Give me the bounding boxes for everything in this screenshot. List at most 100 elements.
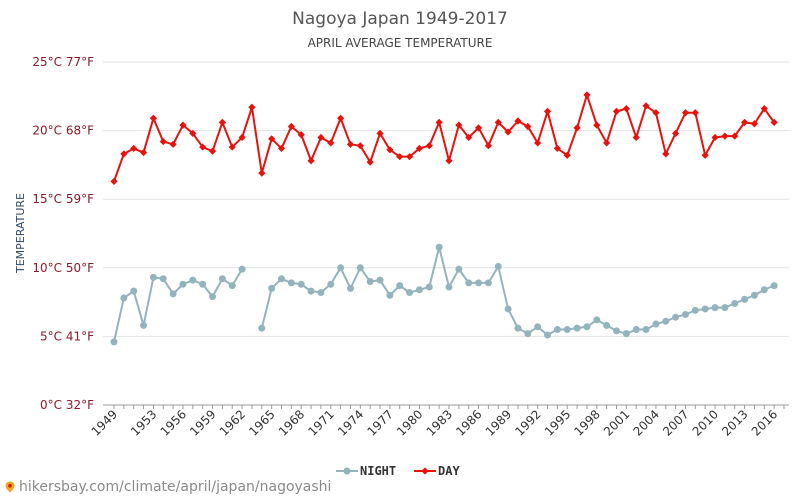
day-point[interactable] bbox=[268, 135, 276, 143]
day-point[interactable] bbox=[583, 91, 591, 99]
night-point[interactable] bbox=[406, 288, 414, 296]
night-point[interactable] bbox=[741, 295, 749, 303]
night-point[interactable] bbox=[553, 326, 561, 334]
day-point[interactable] bbox=[228, 143, 236, 151]
day-point[interactable] bbox=[543, 107, 552, 115]
night-point[interactable] bbox=[534, 323, 542, 331]
night-point[interactable] bbox=[524, 330, 532, 338]
day-point[interactable] bbox=[130, 144, 138, 153]
day-point[interactable] bbox=[396, 153, 404, 161]
night-point[interactable] bbox=[573, 324, 581, 332]
day-point[interactable] bbox=[297, 131, 305, 139]
night-point[interactable] bbox=[613, 327, 620, 335]
day-point[interactable] bbox=[238, 133, 246, 142]
day-point[interactable] bbox=[622, 105, 630, 113]
night-point[interactable] bbox=[376, 276, 384, 284]
night-point[interactable] bbox=[307, 287, 315, 295]
day-point[interactable] bbox=[435, 118, 443, 126]
night-point[interactable] bbox=[297, 280, 305, 288]
night-point[interactable] bbox=[317, 288, 325, 296]
day-point[interactable] bbox=[287, 122, 295, 131]
day-point[interactable] bbox=[149, 114, 158, 122]
night-point[interactable] bbox=[209, 293, 217, 301]
night-point[interactable] bbox=[691, 306, 699, 314]
night-point[interactable] bbox=[544, 331, 552, 339]
day-point[interactable] bbox=[356, 142, 364, 150]
night-point[interactable] bbox=[287, 279, 295, 287]
day-point[interactable] bbox=[721, 132, 729, 140]
day-point[interactable] bbox=[524, 122, 532, 131]
day-point[interactable] bbox=[120, 150, 128, 158]
day-point[interactable] bbox=[642, 102, 650, 110]
night-point[interactable] bbox=[504, 305, 512, 313]
night-point[interactable] bbox=[445, 283, 453, 291]
night-point[interactable] bbox=[652, 320, 660, 328]
night-point[interactable] bbox=[514, 324, 522, 332]
day-point[interactable] bbox=[711, 133, 719, 142]
night-point[interactable] bbox=[662, 317, 670, 325]
day-point[interactable] bbox=[612, 107, 621, 115]
day-point[interactable] bbox=[208, 147, 217, 155]
source-credit[interactable]: hikersbay.com/climate/april/japan/nagoya… bbox=[4, 479, 331, 495]
day-point[interactable] bbox=[691, 109, 699, 117]
day-point[interactable] bbox=[632, 133, 640, 142]
night-point[interactable] bbox=[681, 310, 689, 318]
day-point[interactable] bbox=[258, 169, 266, 177]
night-point[interactable] bbox=[337, 264, 345, 272]
night-point[interactable] bbox=[110, 338, 118, 346]
day-point[interactable] bbox=[573, 124, 581, 132]
night-point[interactable] bbox=[632, 326, 640, 334]
day-point[interactable] bbox=[199, 143, 207, 151]
day-point[interactable] bbox=[445, 157, 453, 165]
night-point[interactable] bbox=[278, 275, 285, 283]
night-point[interactable] bbox=[169, 290, 177, 298]
day-point[interactable] bbox=[750, 120, 759, 128]
night-point[interactable] bbox=[179, 280, 187, 288]
night-point[interactable] bbox=[159, 275, 167, 283]
day-point[interactable] bbox=[465, 133, 473, 142]
day-point[interactable] bbox=[484, 142, 493, 150]
night-point[interactable] bbox=[268, 284, 276, 292]
night-point[interactable] bbox=[140, 321, 148, 329]
day-point[interactable] bbox=[494, 118, 502, 126]
day-point[interactable] bbox=[317, 133, 325, 142]
night-point[interactable] bbox=[672, 313, 680, 321]
night-point[interactable] bbox=[563, 326, 571, 334]
day-point[interactable] bbox=[169, 140, 177, 148]
day-point[interactable] bbox=[307, 157, 315, 165]
day-point[interactable] bbox=[346, 140, 355, 148]
day-point[interactable] bbox=[455, 121, 463, 129]
legend-item-day[interactable]: DAY bbox=[414, 464, 460, 478]
night-point[interactable] bbox=[750, 291, 758, 299]
day-point[interactable] bbox=[425, 142, 433, 150]
day-point[interactable] bbox=[514, 117, 522, 125]
day-point[interactable] bbox=[179, 121, 187, 129]
night-point[interactable] bbox=[199, 280, 207, 288]
day-point[interactable] bbox=[415, 144, 424, 153]
day-point[interactable] bbox=[159, 137, 167, 146]
night-point[interactable] bbox=[494, 262, 502, 270]
day-point[interactable] bbox=[740, 118, 749, 126]
day-point[interactable] bbox=[760, 105, 768, 113]
night-point[interactable] bbox=[415, 286, 423, 294]
night-point[interactable] bbox=[465, 279, 473, 287]
night-point[interactable] bbox=[711, 304, 719, 312]
night-point[interactable] bbox=[356, 264, 364, 272]
night-point[interactable] bbox=[327, 280, 335, 288]
night-point[interactable] bbox=[366, 278, 374, 286]
night-point[interactable] bbox=[189, 276, 197, 284]
day-point[interactable] bbox=[681, 109, 690, 117]
night-point[interactable] bbox=[386, 291, 394, 299]
night-point[interactable] bbox=[484, 279, 492, 287]
night-point[interactable] bbox=[721, 304, 729, 312]
day-point[interactable] bbox=[474, 124, 483, 132]
day-point[interactable] bbox=[770, 118, 778, 126]
day-point[interactable] bbox=[327, 139, 335, 147]
night-point[interactable] bbox=[760, 286, 768, 294]
night-point[interactable] bbox=[218, 275, 226, 283]
day-point[interactable] bbox=[110, 177, 118, 185]
night-point[interactable] bbox=[701, 305, 709, 313]
day-point[interactable] bbox=[366, 158, 374, 166]
night-point[interactable] bbox=[583, 323, 591, 331]
night-point[interactable] bbox=[120, 294, 128, 302]
